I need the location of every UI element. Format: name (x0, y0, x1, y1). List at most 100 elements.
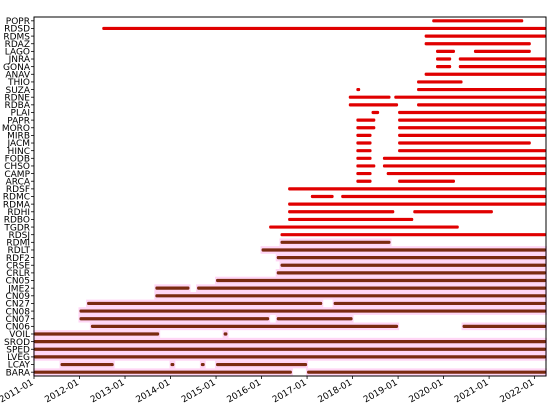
bar-rdma-0 (288, 202, 546, 206)
y-tick-label-cn05: CN05 (6, 277, 30, 287)
bar-mirb-0 (356, 133, 372, 137)
y-tick-label-cn07: CN07 (6, 315, 30, 325)
bar-cn27-0 (87, 301, 323, 306)
bar-rdbo-0 (288, 217, 414, 222)
bar-lago-0 (436, 49, 455, 53)
y-tick-label-anav: ANAV (5, 70, 30, 80)
y-tick-label-popr: POPR (6, 17, 30, 27)
y-tick-label-sped: SPED (6, 345, 30, 355)
bar-suza-0 (356, 87, 361, 92)
y-tick-label-thio: THIO (7, 78, 30, 88)
bar-cn07-0 (79, 317, 270, 321)
bar-rdmi-0 (280, 240, 391, 244)
bar-cn27-1 (333, 301, 546, 306)
y-tick-label-cn08: CN08 (6, 307, 31, 317)
x-tick-label-2017-01: 2017-01 (271, 378, 309, 405)
y-tick-label-jme2: JME2 (7, 284, 30, 294)
bar-lveg-0 (34, 355, 546, 359)
x-tick-label-2015-01: 2015-01 (180, 378, 218, 405)
bar-gona-1 (458, 65, 546, 69)
bar-chso-0 (356, 164, 376, 168)
y-tick-label-bara: BARA (6, 368, 31, 378)
y-tick-label-moro: MORO (2, 124, 30, 134)
x-tick-label-2014-01: 2014-01 (134, 378, 172, 405)
y-tick-label-jacm: JACM (6, 139, 30, 149)
x-tick-label-2013-01: 2013-01 (89, 378, 127, 405)
bar-camp-0 (356, 171, 372, 176)
x-tick-label-2020-01: 2020-01 (408, 378, 446, 405)
x-axis: 2011-01 2012-01 2013-01 2014-01 2015-01 2016-… (0, 376, 536, 405)
bar-fodb-0 (356, 156, 372, 160)
x-tick-label-2011-01: 2011-01 (0, 378, 36, 405)
y-axis: POPRRDSDRDMSRDAZLAGOJNRAGONAANAVTHIOSUZA… (2, 17, 34, 378)
bar-jnra-1 (458, 57, 546, 61)
bar-jacm-0 (356, 141, 372, 145)
bar-layer (34, 19, 547, 374)
y-tick-label-cn09: CN09 (6, 292, 31, 302)
y-tick-label-papr: PAPR (7, 116, 30, 126)
x-tick-label-2021-01: 2021-01 (453, 378, 491, 405)
y-tick-label-crlr: CRLR (6, 269, 30, 279)
y-tick-label-rdhi: RDHI (7, 208, 30, 218)
bar-cn06-0 (90, 324, 399, 328)
bar-rdsf-0 (288, 187, 546, 191)
bar-rdne-0 (348, 95, 391, 99)
y-tick-label-gona: GONA (3, 63, 31, 73)
y-tick-label-lveg: LVEG (7, 353, 30, 363)
y-tick-label-camp: CAMP (4, 170, 30, 180)
bar-bara-0 (34, 370, 292, 374)
bar-arca-1 (398, 179, 455, 183)
bar-hinc-1 (398, 149, 546, 153)
y-tick-label-srod: SROD (4, 338, 30, 348)
bar-rdf2-0 (276, 256, 546, 260)
y-tick-label-rdba: RDBA (4, 101, 30, 111)
y-tick-label-jnra: JNRA (8, 55, 31, 65)
bar-rdms-0 (424, 34, 546, 38)
y-tick-label-crse: CRSE (6, 261, 30, 271)
bar-cn05-0 (216, 278, 547, 283)
y-tick-label-cn27: CN27 (6, 300, 30, 310)
bar-bara-1 (307, 370, 546, 374)
bar-popr-0 (432, 19, 524, 23)
bar-cn09-0 (155, 294, 546, 298)
bar-rdsd-0 (102, 26, 547, 31)
bar-sped-0 (34, 347, 546, 351)
bar-voil-0 (34, 332, 160, 336)
bar-hinc-0 (356, 149, 372, 153)
y-tick-label-tgdr: TGDR (3, 223, 30, 233)
y-tick-label-rdbo: RDBO (4, 216, 30, 226)
y-tick-label-rdms: RDMS (3, 32, 30, 42)
bar-lcay-0 (60, 362, 114, 367)
x-tick-label-2018-01: 2018-01 (317, 378, 355, 405)
bar-crlr-0 (276, 271, 546, 275)
bar-jnra-0 (436, 57, 452, 61)
bar-rdsj-0 (280, 233, 546, 237)
y-tick-label-rdne: RDNE (4, 93, 30, 103)
y-tick-label-rdlt: RDLT (8, 246, 31, 256)
x-tick-label-2012-01: 2012-01 (43, 378, 81, 405)
bar-cn07-1 (276, 317, 353, 321)
bar-rdhi-1 (413, 210, 493, 214)
bar-suza-1 (417, 87, 546, 92)
y-tick-label-rdmc: RDMC (3, 193, 30, 203)
bar-arca-0 (356, 179, 372, 183)
bar-plai-1 (398, 110, 546, 115)
bar-plai-0 (371, 110, 380, 115)
x-tick-label-2022-01: 2022-01 (499, 378, 537, 405)
bar-rdba-1 (417, 103, 546, 107)
bar-gona-0 (436, 65, 452, 69)
y-tick-label-chso: CHSO (4, 162, 30, 172)
bar-thio-0 (417, 80, 463, 84)
y-tick-label-plai: PLAI (11, 109, 30, 119)
bar-voil-1 (223, 332, 228, 336)
bar-jme2-0 (155, 286, 190, 290)
bar-rdmc-0 (310, 194, 334, 199)
y-tick-label-arca: ARCA (6, 177, 31, 187)
bar-tgdr-0 (269, 225, 459, 229)
y-tick-label-mirb: MIRB (7, 132, 30, 142)
bar-camp-1 (386, 171, 546, 176)
y-tick-label-rdaz: RDAZ (5, 40, 30, 50)
y-tick-label-rdma: RDMA (3, 200, 31, 210)
bar-moro-1 (398, 126, 546, 130)
